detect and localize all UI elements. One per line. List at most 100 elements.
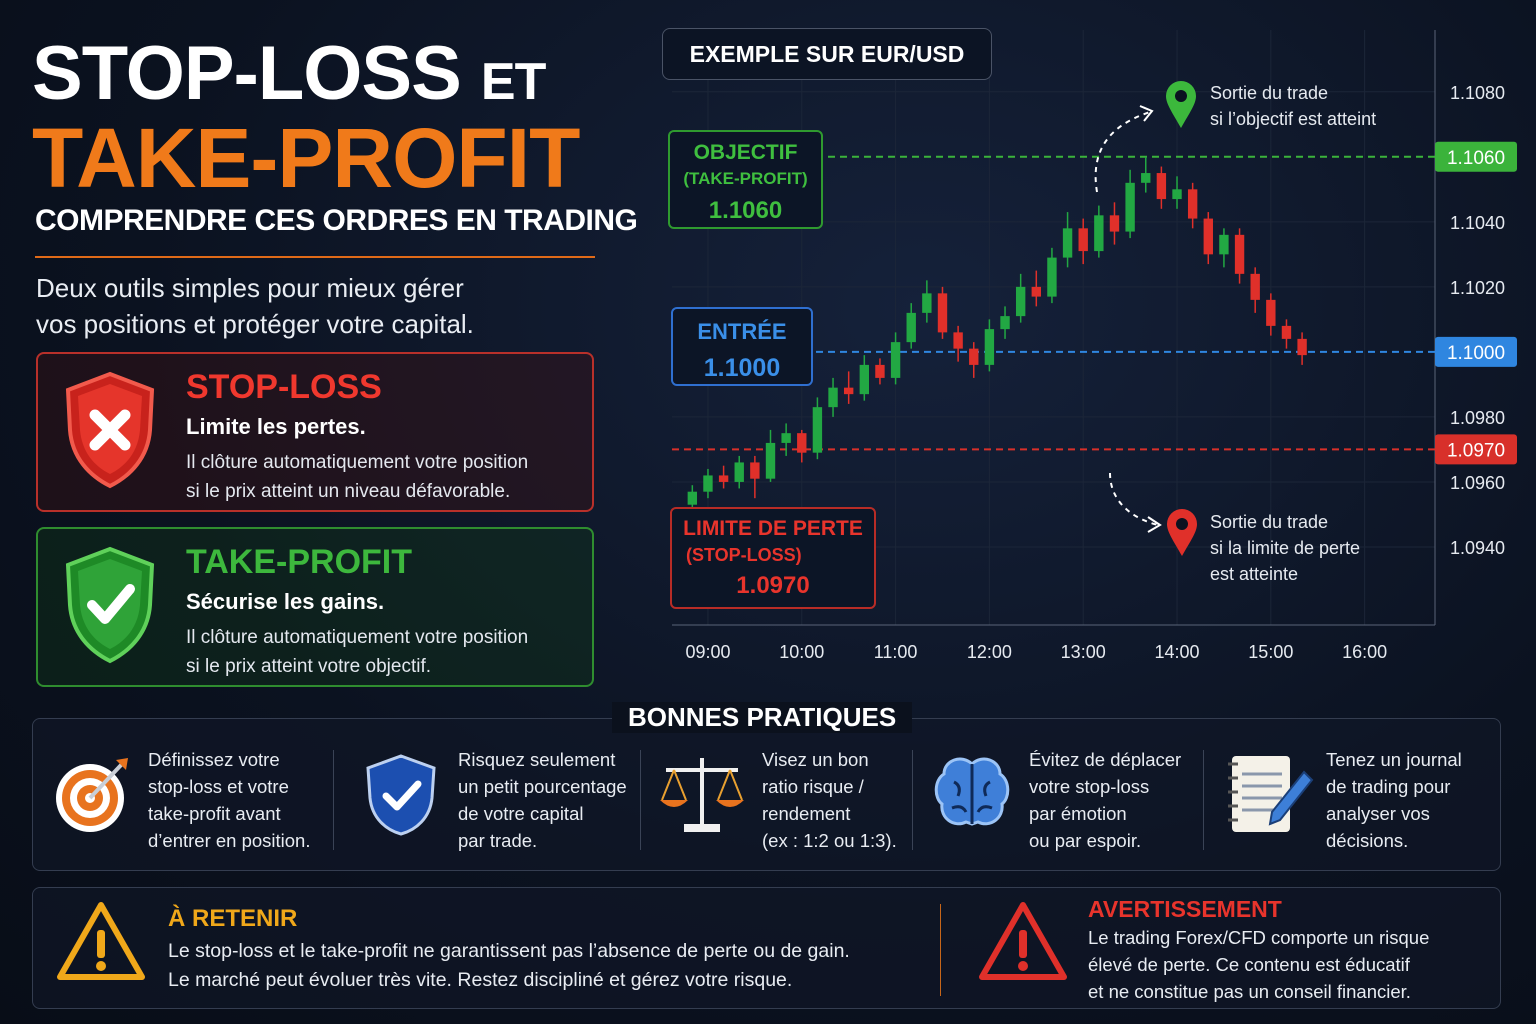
y-tick-label: 1.0980: [1450, 408, 1505, 428]
candle-body: [797, 433, 807, 453]
x-tick-label: 12:00: [967, 642, 1012, 662]
note-line: élevé de perte. Ce contenu est éducatif: [1088, 954, 1410, 975]
candle-body: [969, 348, 979, 365]
x-tick-label: 15:00: [1248, 642, 1293, 662]
candle-body: [953, 332, 963, 349]
separator: [912, 750, 913, 850]
intro: Deux outils simples pour mieux gérer vos…: [36, 270, 474, 342]
callout-subtitle: (STOP-LOSS): [686, 545, 802, 565]
practice-line: par émotion: [1029, 803, 1127, 824]
target-icon: [56, 758, 128, 832]
candle-body: [718, 475, 729, 482]
candle-body: [1125, 182, 1135, 232]
practice-line: par trade.: [458, 830, 538, 851]
practice-line: décisions.: [1326, 830, 1409, 851]
y-tick-label: 1.1040: [1450, 213, 1505, 233]
practice-line: de votre capital: [458, 803, 584, 824]
scale-icon: [660, 758, 744, 832]
practice-line: take-profit avant: [148, 803, 281, 824]
candle-body: [875, 364, 885, 378]
candle-body: [906, 312, 916, 343]
entry-callout: ENTRÉE 1.1000: [671, 307, 813, 386]
practice-line: Définissez votre: [148, 749, 280, 770]
shield-icon: [65, 371, 155, 489]
candle-body: [937, 293, 948, 333]
separator: [640, 750, 641, 850]
intro-line: vos positions et protéger votre capital.: [36, 309, 474, 339]
candle-body: [1156, 173, 1167, 200]
level-badge: [1435, 141, 1517, 172]
note-text: Le trading Forex/CFD comporte un risque …: [1088, 924, 1429, 1005]
separator: [1203, 750, 1204, 850]
title-line: STOP-LOSS: [32, 31, 462, 116]
exit-arrow: [1109, 472, 1159, 526]
candle-body: [1234, 234, 1245, 274]
notes-box: [32, 887, 1501, 1009]
card-text-line: Il clôture automatiquement votre positio…: [186, 627, 529, 648]
level-badge: [1435, 336, 1517, 367]
practice-line: Risquez seulement: [458, 749, 616, 770]
card-text-line: Il clôture automatiquement votre positio…: [186, 452, 529, 473]
warning-icon: [979, 902, 1067, 980]
candle-body: [1062, 228, 1073, 258]
x-tick-label: 16:00: [1342, 642, 1387, 662]
card-title: TAKE-PROFIT: [186, 543, 413, 581]
candle-body: [781, 433, 791, 443]
note-line: et ne constitue pas un conseil financier…: [1088, 981, 1411, 1002]
y-tick-label: 1.0960: [1450, 473, 1505, 493]
level-label: 1.1000: [1447, 343, 1505, 364]
title-et: ET: [480, 53, 546, 111]
card-tagline: Sécurise les gains.: [186, 589, 385, 614]
note-line: Le stop-loss et le take-profit ne garant…: [168, 940, 850, 962]
practice-line: rendement: [762, 803, 851, 824]
exit-pin: [1167, 509, 1197, 556]
exit-pin-dot: [1176, 518, 1188, 530]
take-profit-callout: OBJECTIF (TAKE-PROFIT) 1.1060: [668, 130, 823, 229]
practice-line: ou par espoir.: [1029, 830, 1142, 851]
candle-body: [687, 491, 698, 505]
candle-body: [859, 364, 870, 395]
candle-body: [1281, 325, 1292, 339]
callout-title: LIMITE DE PERTE: [683, 517, 863, 540]
callout-value: 1.0970: [736, 572, 810, 599]
candle-body: [1172, 189, 1182, 200]
practice-line: Tenez un journal: [1326, 749, 1462, 770]
x-tick-label: 13:00: [1061, 642, 1106, 662]
practice-line: ratio risque /: [762, 776, 864, 797]
candle-body: [734, 462, 744, 482]
x-tick-label: 14:00: [1154, 642, 1199, 662]
callout-subtitle: (TAKE-PROFIT): [683, 169, 808, 188]
card-text-line: si le prix atteint un niveau défavorable…: [186, 481, 511, 502]
y-tick-label: 1.1080: [1450, 83, 1505, 103]
take-profit-card: TAKE-PROFIT Sécurise les gains. Il clôtu…: [36, 527, 594, 687]
x-tick-label: 09:00: [685, 642, 730, 662]
exit-arrow-head: [1139, 105, 1154, 122]
exit-arrow-head: [1147, 516, 1162, 533]
card-text: Il clôture automatiquement votre positio…: [186, 623, 528, 681]
candle-body: [828, 387, 838, 408]
candle-body: [1219, 234, 1229, 255]
practice: Risquez seulement un petit pourcentage d…: [458, 746, 627, 854]
candle-body: [1141, 173, 1151, 183]
candle-body: [1187, 189, 1198, 219]
divider: [35, 256, 595, 258]
intro-line: Deux outils simples pour mieux gérer: [36, 273, 464, 303]
x-tick-label: 10:00: [779, 642, 824, 662]
note-title: AVERTISSEMENT: [1088, 896, 1282, 922]
candle-body: [1031, 286, 1041, 297]
y-tick-label: 1.1020: [1450, 278, 1505, 298]
card-text: Il clôture automatiquement votre positio…: [186, 448, 528, 506]
practice-line: de trading pour: [1326, 776, 1451, 797]
warning-icon: [57, 902, 145, 980]
title-accent: TAKE-PROFIT: [32, 111, 580, 205]
candle-body: [812, 407, 823, 453]
stop-loss-card: STOP-LOSS Limite les pertes. Il clôture …: [36, 352, 594, 512]
callout-value: 1.1000: [703, 354, 781, 382]
candle-body: [1203, 218, 1213, 255]
practice: Définissez votre stop-loss et votre take…: [148, 746, 311, 854]
exit-text: si l’objectif est atteint: [1210, 109, 1376, 129]
exit-arrow: [1094, 111, 1151, 193]
practice-line: (ex : 1:2 ou 1:3).: [762, 830, 897, 851]
note-title: À RETENIR: [168, 905, 298, 932]
